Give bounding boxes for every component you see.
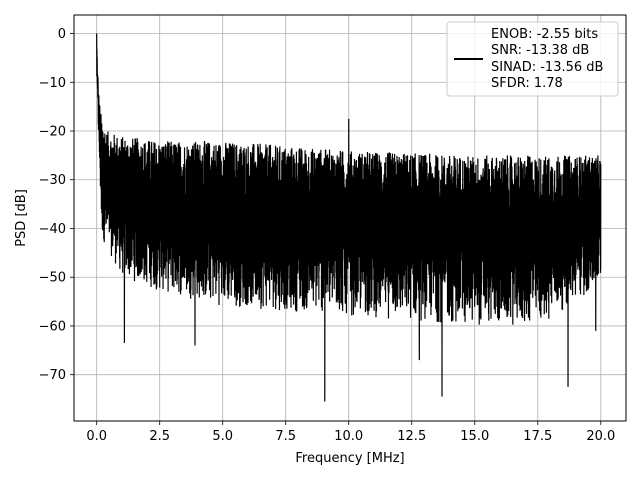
y-tick-label: −30 [39,173,66,188]
legend-entry-sfdr: SFDR: 1.78 [491,76,563,91]
x-tick-label: 0.0 [86,429,107,444]
y-tick-label: −10 [39,76,66,91]
y-tick-label: −70 [39,368,66,383]
y-axis: 0 −10 −20 −30 −40 −50 −60 −70 [39,27,74,383]
legend-entry-sinad: SINAD: -13.56 dB [491,60,603,75]
y-tick-label: −20 [39,125,66,140]
y-axis-title: PSD [dB] [14,189,29,247]
legend-entry-snr: SNR: -13.38 dB [491,43,589,58]
x-tick-label: 12.5 [397,429,426,444]
y-tick-label: 0 [58,27,66,42]
x-tick-label: 17.5 [523,429,552,444]
x-axis: 0.0 2.5 5.0 7.5 10.0 12.5 15.0 17.5 20.0 [86,421,615,444]
x-tick-label: 2.5 [149,429,170,444]
y-tick-label: −40 [39,222,66,237]
x-tick-label: 10.0 [334,429,363,444]
x-tick-label: 20.0 [586,429,615,444]
legend: ENOB: -2.55 bits SNR: -13.38 dB SINAD: -… [446,21,619,97]
psd-line [96,33,602,402]
series-psd [96,33,602,402]
plot-frame [73,14,627,422]
y-tick-label: −60 [39,319,66,334]
x-tick-label: 7.5 [275,429,296,444]
legend-entry-enob: ENOB: -2.55 bits [491,27,598,42]
x-tick-label: 15.0 [460,429,489,444]
y-tick-label: −50 [39,271,66,286]
x-tick-label: 5.0 [212,429,233,444]
legend-box [446,21,619,97]
x-axis-title: Frequency [MHz] [295,451,404,466]
